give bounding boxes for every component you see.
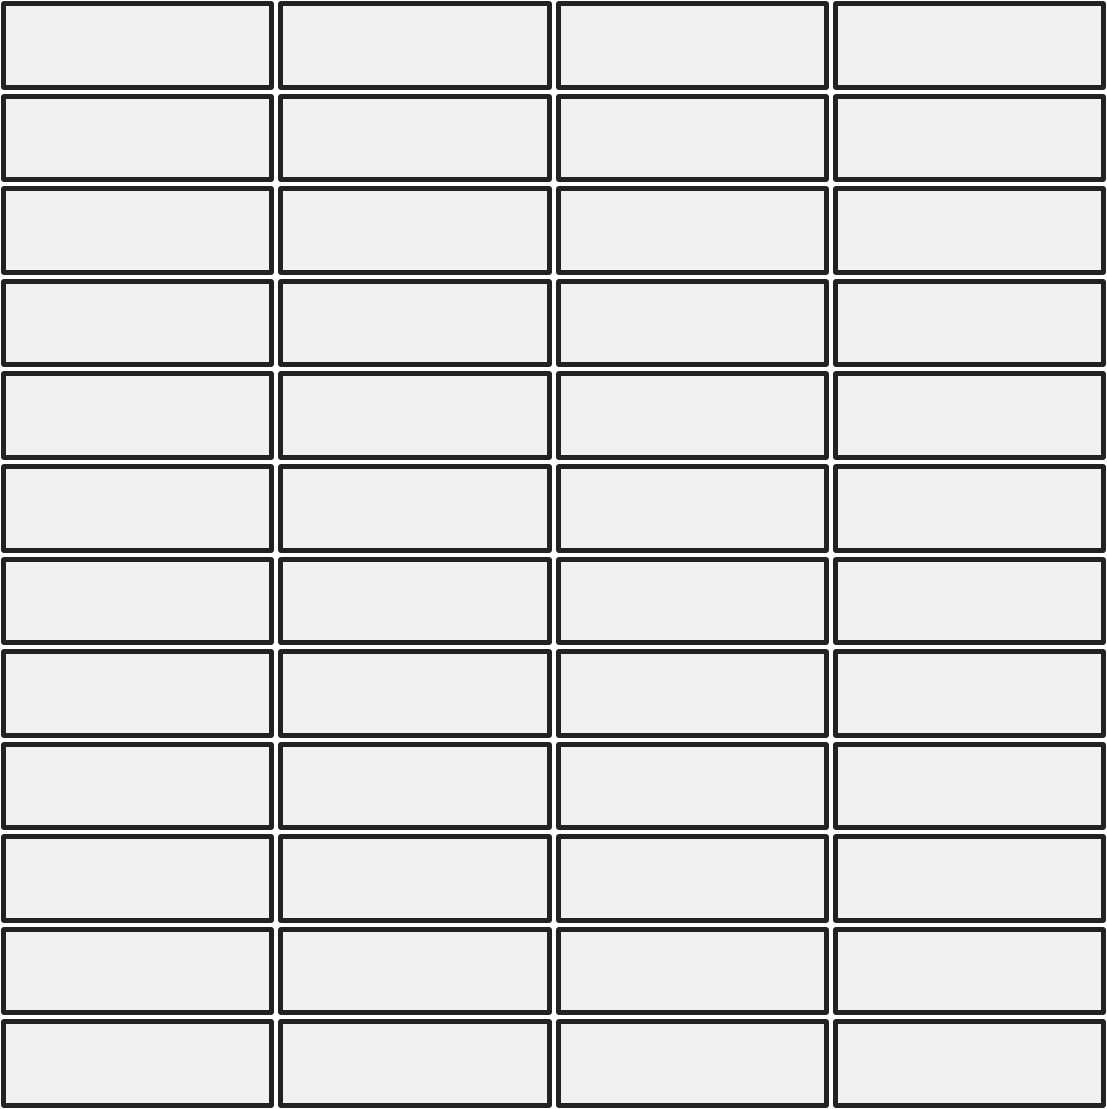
tile xyxy=(555,649,829,738)
tile xyxy=(832,1019,1106,1108)
tile xyxy=(832,556,1106,646)
tile xyxy=(278,463,552,553)
tile xyxy=(278,278,552,368)
tile xyxy=(555,556,829,646)
tile xyxy=(278,1019,552,1108)
tile xyxy=(832,649,1106,738)
tile xyxy=(555,278,829,368)
tile xyxy=(1,556,275,646)
tile xyxy=(555,1019,829,1108)
tile xyxy=(555,926,829,1016)
tile xyxy=(555,834,829,923)
tile xyxy=(832,1,1106,90)
tile xyxy=(278,371,552,460)
tile xyxy=(555,463,829,553)
tile xyxy=(1,834,275,923)
tile xyxy=(832,741,1106,831)
tile xyxy=(555,186,829,275)
tile xyxy=(1,1019,275,1108)
tile xyxy=(1,278,275,368)
tile xyxy=(278,93,552,183)
tile xyxy=(555,93,829,183)
tile xyxy=(832,278,1106,368)
tile xyxy=(1,186,275,275)
tile xyxy=(278,556,552,646)
tile xyxy=(1,93,275,183)
tile xyxy=(278,741,552,831)
tile xyxy=(278,649,552,738)
tile xyxy=(1,371,275,460)
tile xyxy=(278,834,552,923)
tile xyxy=(832,926,1106,1016)
tile xyxy=(832,463,1106,553)
tile xyxy=(1,463,275,553)
tile xyxy=(278,186,552,275)
tile xyxy=(555,1,829,90)
tile xyxy=(1,1,275,90)
tile xyxy=(832,834,1106,923)
tile xyxy=(832,186,1106,275)
tile xyxy=(1,649,275,738)
tile xyxy=(832,371,1106,460)
tile xyxy=(555,741,829,831)
tile xyxy=(1,926,275,1016)
tile xyxy=(278,1,552,90)
tile xyxy=(1,741,275,831)
tile xyxy=(278,926,552,1016)
tile xyxy=(832,93,1106,183)
tile xyxy=(555,371,829,460)
